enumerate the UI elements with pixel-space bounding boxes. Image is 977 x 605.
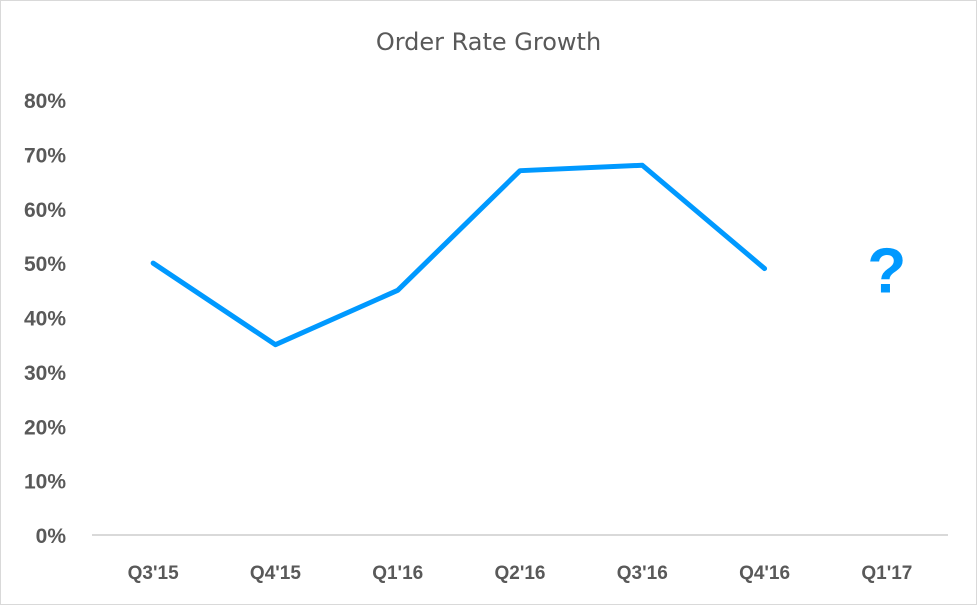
x-tick-label: Q3'15 [128,563,179,584]
y-tick-label: 70% [24,144,66,167]
y-tick-label: 50% [24,253,66,276]
x-tick-label: Q4'16 [739,563,790,584]
y-axis-labels: 0% 10% 20% 30% 40% 50% 60% 70% 80% [24,90,66,548]
x-axis-labels: Q3'15 Q4'15 Q1'16 Q2'16 Q3'16 Q4'16 Q1'17 [128,563,913,584]
y-tick-label: 10% [24,471,66,494]
y-tick-label: 80% [24,90,66,113]
x-tick-label: Q3'16 [617,563,668,584]
chart-title: Order Rate Growth [375,28,602,56]
x-tick-label: Q1'17 [861,563,912,584]
x-tick-label: Q2'16 [495,563,546,584]
y-tick-label: 40% [24,308,66,331]
y-tick-label: 0% [36,525,67,548]
question-mark-annotation: ? [867,234,906,306]
y-tick-label: 60% [24,199,66,222]
y-tick-label: 20% [24,416,66,439]
annotations: ? [867,234,906,306]
y-tick-label: 30% [24,362,66,385]
x-tick-label: Q1'16 [372,563,423,584]
data-line-order-rate [150,162,768,348]
x-tick-label: Q4'15 [250,563,301,584]
